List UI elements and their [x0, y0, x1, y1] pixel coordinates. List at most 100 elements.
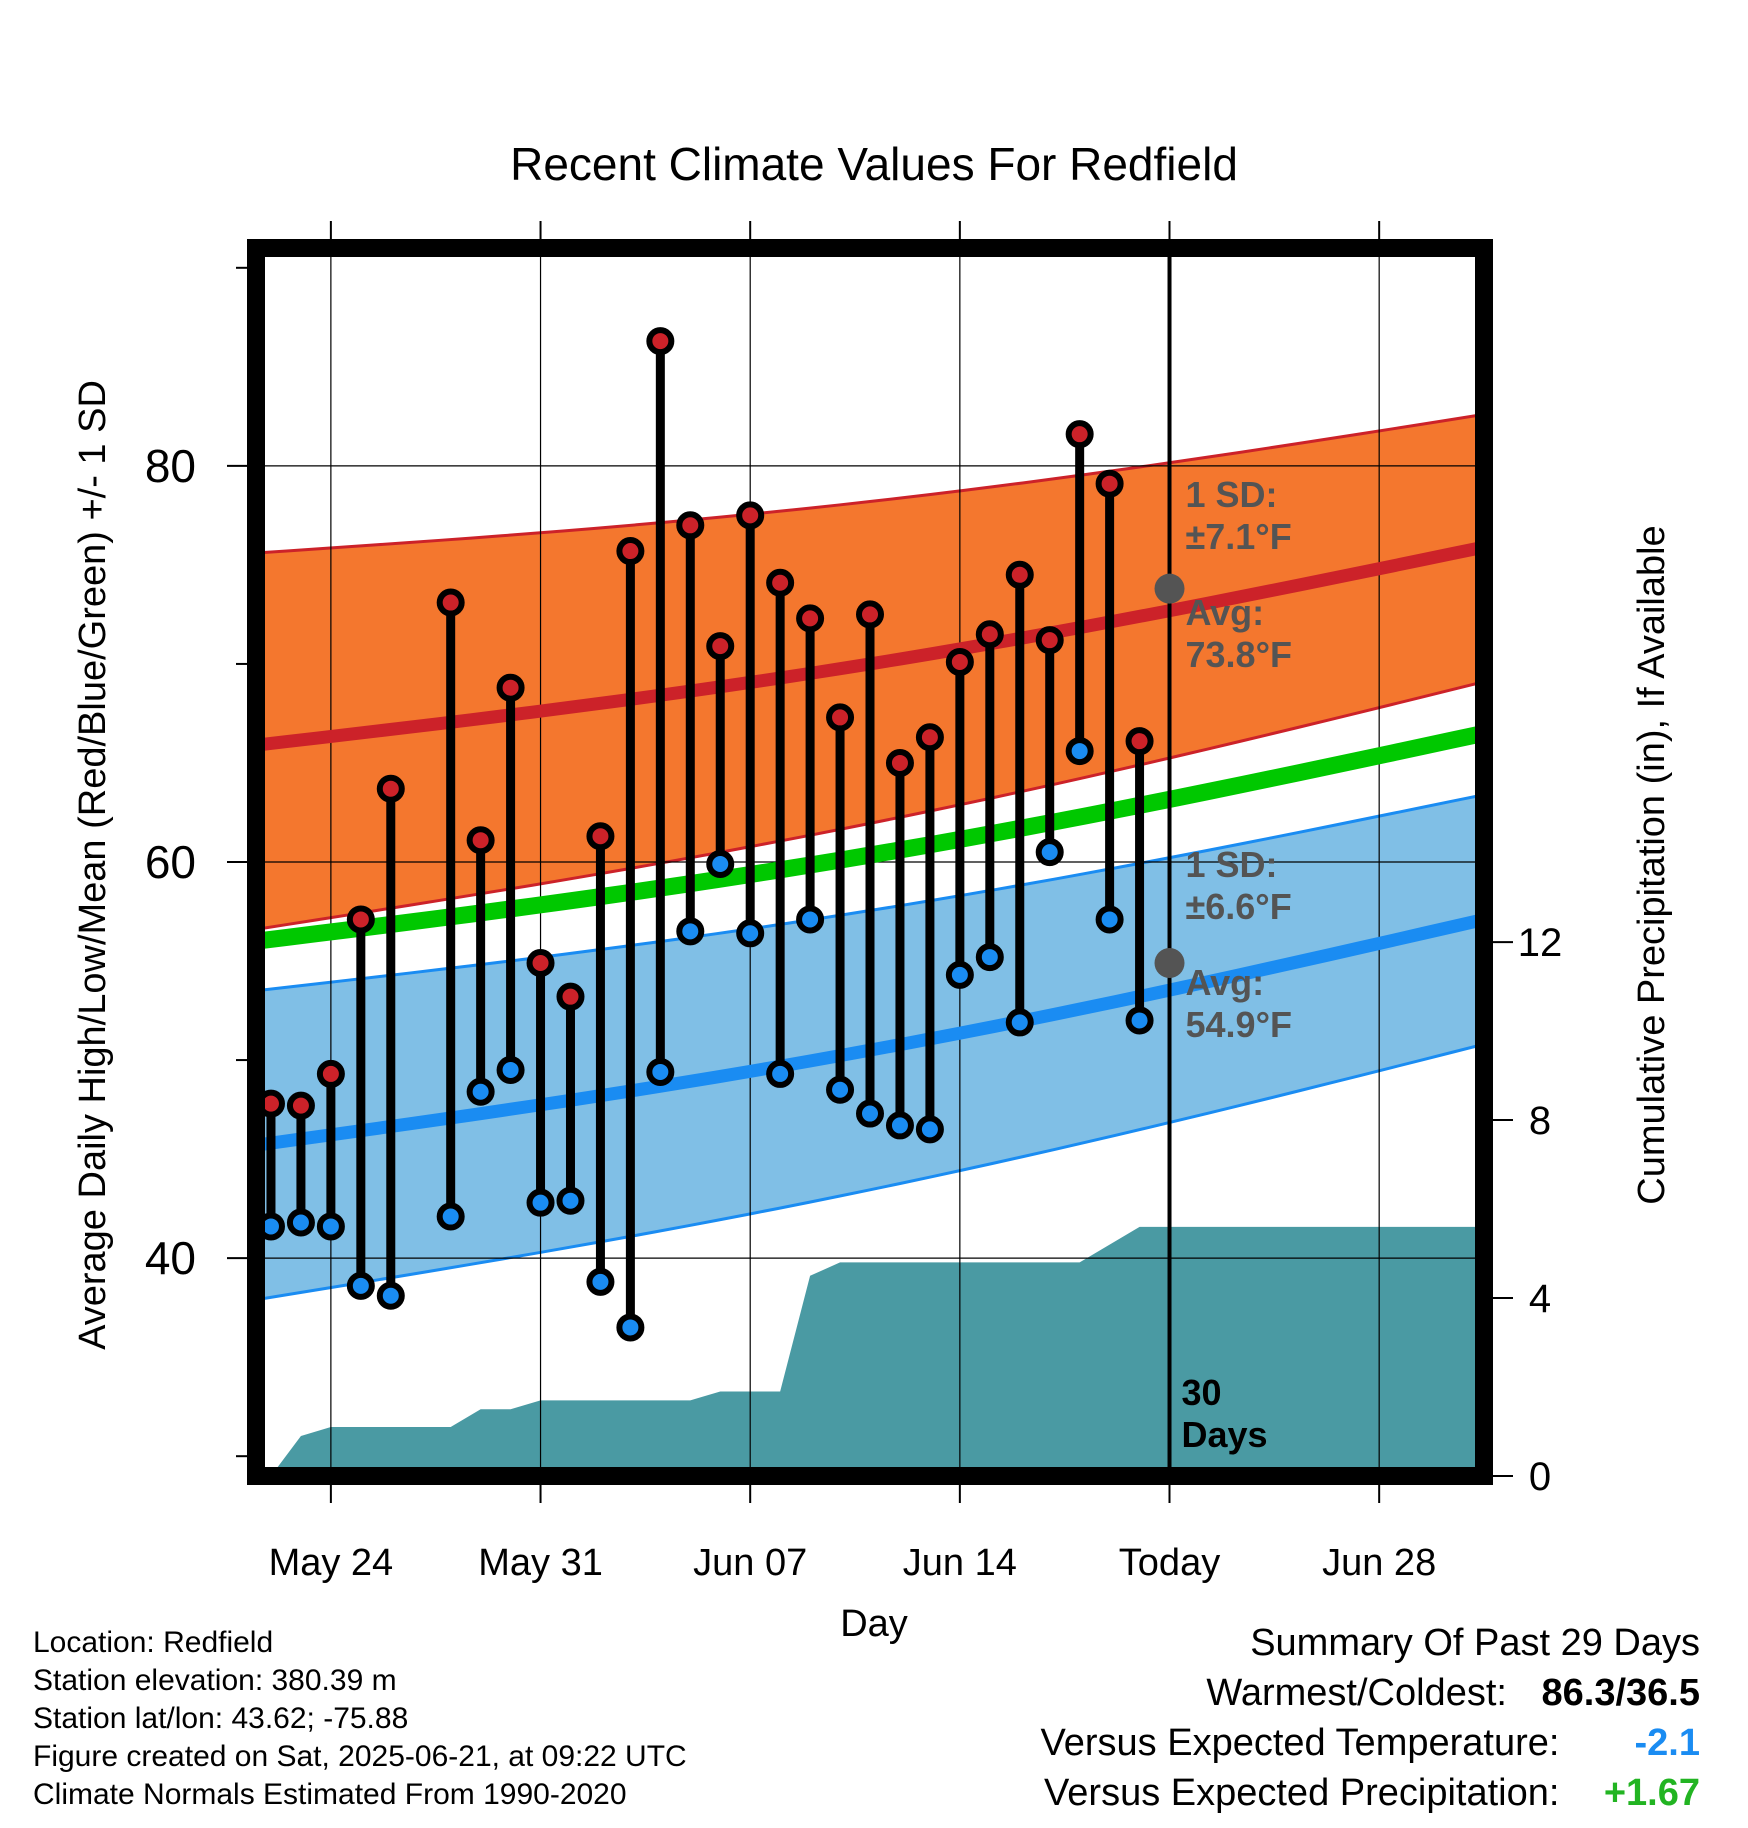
high-point — [466, 826, 495, 855]
low-avg-annotation-line: Avg: — [1186, 962, 1265, 1003]
plot-border — [247, 239, 1493, 1485]
low-avg-annotation-line: 54.9°F — [1186, 1004, 1292, 1045]
plot-frame — [247, 239, 1493, 1485]
low-point — [1035, 838, 1064, 867]
high-point — [556, 982, 585, 1011]
low-point — [466, 1077, 495, 1106]
low-sd-annotation: 1 SD: ±6.6°F — [1186, 844, 1292, 927]
y-tick-label: 40 — [145, 1232, 196, 1284]
x-tick-label: May 31 — [478, 1542, 603, 1584]
high-point — [796, 604, 825, 633]
elevation-text: Station elevation: 380.39 m — [33, 1664, 397, 1697]
high-avg-annotation-line: Avg: — [1186, 592, 1265, 633]
low-sd-annotation-line: 1 SD: — [1186, 844, 1278, 885]
summary-warm-cold: Warmest/Coldest: 86.3/36.5 — [1041, 1668, 1700, 1718]
low-point — [796, 905, 825, 934]
low-avg-annotation: Avg: 54.9°F — [1186, 962, 1292, 1045]
low-point — [346, 1271, 375, 1300]
high-avg-annotation-line: 73.8°F — [1186, 634, 1292, 675]
low-avg-marker — [1154, 948, 1185, 979]
low-point — [526, 1188, 555, 1217]
precipitation-area — [270, 1226, 1484, 1476]
low-sd-lower-line — [256, 1042, 1484, 1302]
low-point — [706, 849, 735, 878]
high-point — [826, 703, 855, 732]
low-point — [826, 1075, 855, 1104]
latlon-text: Station lat/lon: 43.62; -75.88 — [33, 1702, 409, 1735]
location-text: Location: Redfield — [33, 1626, 274, 1659]
high-point — [1125, 727, 1154, 756]
high-point — [646, 327, 675, 356]
low-point — [915, 1115, 944, 1144]
high-point — [1065, 420, 1094, 449]
low-point — [1125, 1006, 1154, 1035]
high-sd-annotation-line: ±7.1°F — [1186, 516, 1292, 557]
summary-temp: Versus Expected Temperature: -2.1 — [1041, 1718, 1700, 1768]
low-point — [975, 943, 1004, 972]
today-marker: 30 Days — [1167, 248, 1268, 1476]
today-days-label: 30 Days — [1182, 1372, 1268, 1455]
high-point — [1005, 560, 1034, 589]
x-tick-label: Jun 14 — [903, 1542, 1017, 1584]
axes: May 24 May 31 Jun 07 Jun 14 Today Jun 2840608… — [145, 221, 1562, 1584]
low-point — [736, 919, 765, 948]
daily-points — [256, 327, 1154, 1342]
summary-panel: Summary Of Past 29 Days Warmest/Coldest:… — [1041, 1618, 1700, 1818]
low-point — [676, 917, 705, 946]
high-point — [586, 822, 615, 851]
low-sd-annotation-line: ±6.6°F — [1186, 886, 1292, 927]
x-tick-label: May 24 — [269, 1542, 394, 1584]
high-avg-annotation: Avg: 73.8°F — [1186, 592, 1292, 675]
high-point — [376, 774, 405, 803]
x-tick-label: Jun 07 — [693, 1542, 807, 1584]
warm-cold-label: Warmest/Coldest: — [1206, 1672, 1507, 1714]
warm-cold-value: 86.3/36.5 — [1541, 1672, 1700, 1714]
low-point — [436, 1202, 465, 1231]
high-point — [346, 905, 375, 934]
high-point — [975, 620, 1004, 649]
high-point — [286, 1091, 315, 1120]
low-point — [945, 960, 974, 989]
summary-precip: Versus Expected Precipitation: +1.67 — [1041, 1768, 1700, 1818]
y-tick-label: 80 — [145, 440, 196, 492]
high-point — [945, 647, 974, 676]
created-text: Figure created on Sat, 2025-06-21, at 09… — [33, 1740, 687, 1773]
y2-tick-label: 0 — [1529, 1455, 1551, 1499]
low-point — [1095, 905, 1124, 934]
y2-axis-label: Cumulative Precipitation (in), If Availa… — [1631, 525, 1673, 1204]
precip-cumulative-area — [270, 1226, 1484, 1476]
low-point — [616, 1313, 645, 1342]
low-point — [766, 1059, 795, 1088]
normals-text: Climate Normals Estimated From 1990-2020 — [33, 1778, 627, 1811]
x-tick-label: Jun 28 — [1322, 1542, 1436, 1584]
daily-range-stems — [266, 341, 1145, 1328]
high-sd-upper-line — [256, 412, 1484, 555]
y2-tick-label: 8 — [1529, 1099, 1551, 1143]
high-point — [316, 1059, 345, 1088]
low-point — [1005, 1008, 1034, 1037]
high-sd-annotation: 1 SD: ±7.1°F — [1186, 474, 1292, 557]
summary-title: Summary Of Past 29 Days — [1250, 1622, 1700, 1664]
low-point — [316, 1212, 345, 1241]
x-axis-label: Day — [840, 1603, 908, 1645]
high-point — [706, 632, 735, 661]
high-point — [616, 537, 645, 566]
high-point — [885, 748, 914, 777]
station-info: Location: Redfield Station elevation: 38… — [33, 1624, 687, 1814]
precip-value: +1.67 — [1603, 1772, 1700, 1814]
low-point — [856, 1099, 884, 1128]
high-point — [766, 568, 795, 597]
high-point — [1095, 469, 1124, 498]
low-point — [496, 1055, 525, 1084]
high-point — [436, 588, 465, 617]
low-point — [885, 1111, 914, 1140]
temp-label: Versus Expected Temperature: — [1040, 1722, 1560, 1764]
low-point — [646, 1057, 675, 1086]
low-point — [286, 1208, 315, 1237]
high-point — [915, 723, 944, 752]
low-point — [376, 1281, 405, 1310]
low-point — [556, 1186, 585, 1215]
low-point — [1065, 737, 1094, 766]
